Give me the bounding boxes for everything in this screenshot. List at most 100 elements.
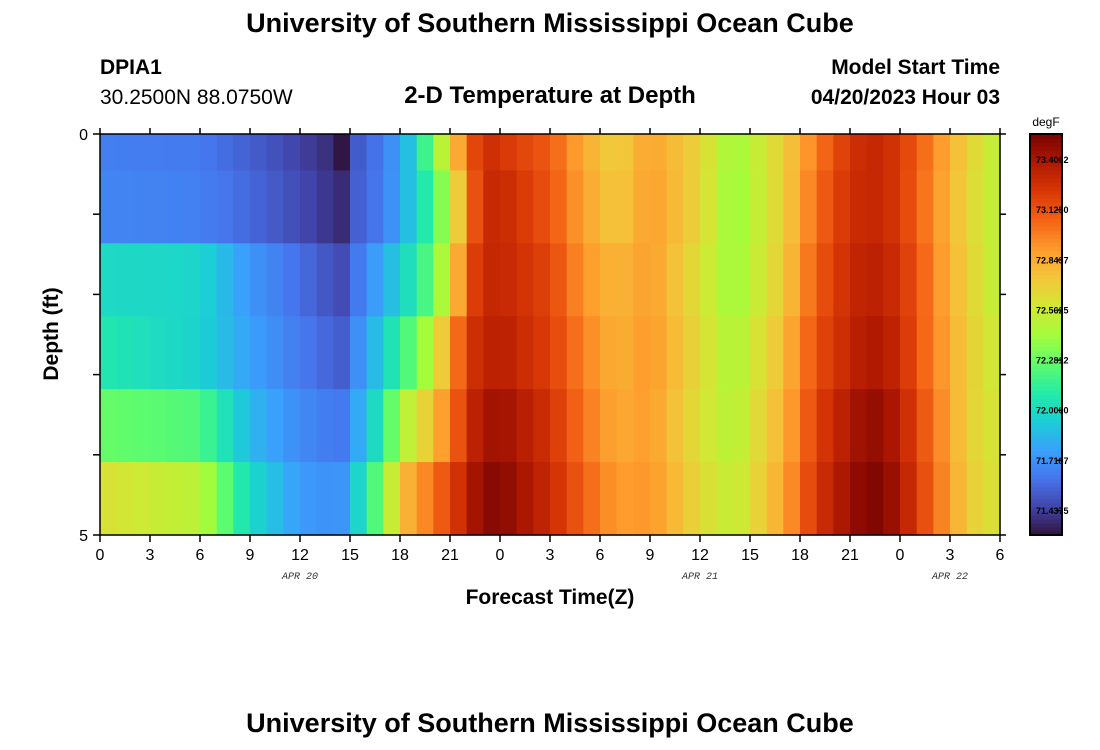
heatmap-cell — [483, 134, 501, 172]
heatmap-cell — [100, 134, 118, 172]
colorbar-segment — [1030, 190, 1062, 195]
colorbar-segment — [1030, 170, 1062, 175]
heatmap-cell — [133, 462, 151, 536]
heatmap-cell — [316, 134, 334, 172]
heatmap-cell — [583, 134, 601, 172]
heatmap-cell — [516, 389, 534, 463]
heatmap-cell — [816, 134, 834, 172]
colorbar-segment — [1030, 314, 1062, 320]
colorbar-segment — [1030, 530, 1062, 536]
x-tick-label: 3 — [546, 547, 555, 564]
heatmap-cell — [650, 243, 668, 317]
heatmap-cell — [350, 316, 368, 390]
heatmap-cell — [366, 243, 384, 317]
colorbar-segment — [1030, 518, 1062, 524]
colorbar-segment — [1030, 462, 1062, 468]
heatmap-cell — [516, 316, 534, 390]
heatmap-cell — [983, 134, 1001, 172]
heatmap-cell — [300, 170, 318, 244]
colorbar-segment — [1030, 198, 1062, 203]
colorbar-segment — [1030, 286, 1062, 291]
heatmap-cell — [783, 389, 801, 463]
colorbar-segment — [1030, 294, 1062, 300]
heatmap-cell — [700, 316, 718, 390]
colorbar-segment — [1030, 334, 1062, 340]
colorbar-segment — [1030, 234, 1062, 239]
heatmap-cell — [516, 243, 534, 317]
heatmap-cell — [666, 389, 684, 463]
heatmap-cell — [700, 170, 718, 244]
heatmap-cell — [566, 462, 584, 536]
heatmap-cell — [833, 134, 851, 172]
heatmap-cell — [333, 389, 351, 463]
heatmap-cell — [816, 170, 834, 244]
heatmap-cell — [766, 134, 784, 172]
heatmap-cell — [683, 134, 701, 172]
heatmap-cell — [700, 134, 718, 172]
heatmap-cell — [183, 170, 201, 244]
heatmap-cell — [183, 316, 201, 390]
heatmap-cell — [700, 462, 718, 536]
colorbar-segment — [1030, 342, 1062, 348]
heatmap-cell — [533, 389, 551, 463]
colorbar-segment — [1030, 254, 1062, 259]
heatmap-cell — [533, 170, 551, 244]
heatmap-cell — [233, 389, 251, 463]
heatmap-cell — [383, 243, 401, 317]
colorbar-segment — [1030, 458, 1062, 464]
heatmap-cell — [566, 389, 584, 463]
heatmap-cell — [866, 170, 884, 244]
heatmap-cell — [916, 316, 934, 390]
heatmap-cell — [566, 243, 584, 317]
colorbar-segment — [1030, 514, 1062, 520]
heatmap-cell — [633, 316, 651, 390]
heatmap-cell — [200, 243, 218, 317]
heatmap-cell — [550, 170, 568, 244]
heatmap-cell — [616, 389, 634, 463]
heatmap-cell — [383, 134, 401, 172]
heatmap-cell — [883, 462, 901, 536]
colorbar-segment — [1030, 326, 1062, 332]
heatmap-cell — [283, 243, 301, 317]
x-tick-label: 0 — [896, 547, 905, 564]
heatmap-cell — [883, 134, 901, 172]
colorbar-segment — [1030, 310, 1062, 316]
heatmap-cell — [766, 243, 784, 317]
heatmap-cell — [500, 462, 518, 536]
colorbar-segment — [1030, 406, 1062, 412]
colorbar-tick-label: 71.4375 — [1036, 506, 1069, 516]
heatmap-cell — [600, 462, 618, 536]
station-coordinates: 30.2500N 88.0750W — [100, 86, 293, 109]
heatmap-cell — [450, 316, 468, 390]
x-tick-label: 18 — [791, 547, 809, 564]
colorbar-segment — [1030, 270, 1062, 275]
heatmap-cell — [233, 243, 251, 317]
colorbar-segment — [1030, 398, 1062, 404]
colorbar-segment — [1030, 222, 1062, 227]
colorbar-segment — [1030, 510, 1062, 516]
heatmap-cell — [216, 170, 234, 244]
colorbar-segment — [1030, 430, 1062, 436]
colorbar-segment — [1030, 206, 1062, 211]
heatmap-cell — [916, 389, 934, 463]
heatmap-cell — [583, 389, 601, 463]
heatmap-cell — [483, 316, 501, 390]
colorbar-segment — [1030, 230, 1062, 235]
heatmap-cell — [433, 170, 451, 244]
colorbar-tick-label: 71.7187 — [1036, 456, 1069, 466]
heatmap-cell — [116, 134, 134, 172]
colorbar-segment — [1030, 258, 1062, 263]
heatmap-cell — [933, 316, 951, 390]
colorbar: 71.4375 71.7187 72.0000 72.2812 72.5625 72.84… — [1029, 133, 1069, 536]
heatmap-cell — [250, 134, 268, 172]
heatmap-cell — [566, 134, 584, 172]
colorbar-tick-label: 72.8437 — [1036, 255, 1069, 265]
x-tick-label: 21 — [441, 547, 459, 564]
colorbar-segment — [1030, 422, 1062, 428]
heatmap-cell — [783, 243, 801, 317]
colorbar-segment — [1030, 158, 1062, 163]
heatmap-cell — [266, 462, 284, 536]
heatmap-cell — [400, 170, 418, 244]
heatmap-cell — [466, 462, 484, 536]
